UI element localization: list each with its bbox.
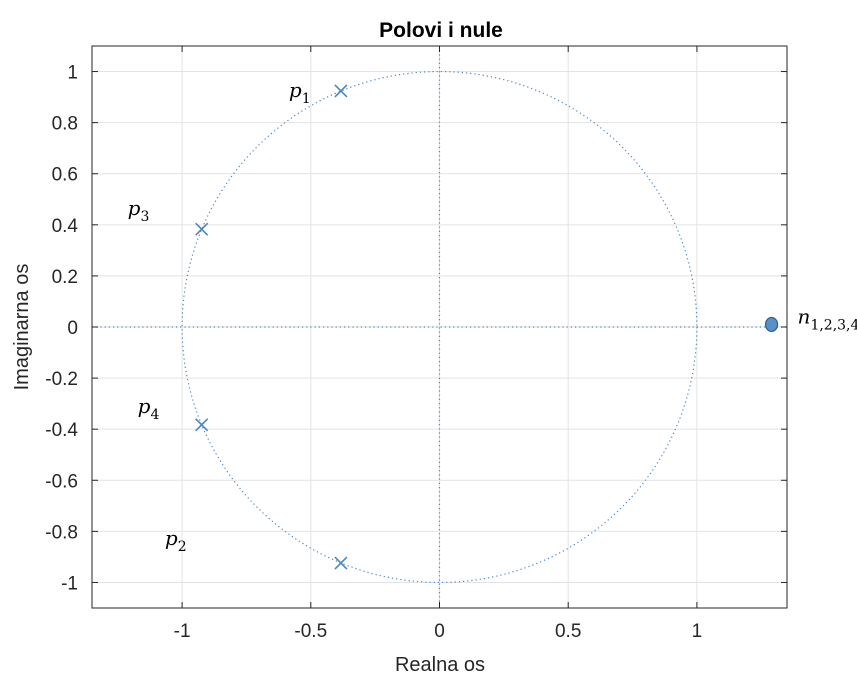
- guides: [92, 46, 787, 608]
- zero-label: n1,2,3,4: [798, 304, 857, 333]
- ticks: -1 -0.5 0 0.5 1 1 0.8 0.6 0.4 0.2 0 -0.2 -0.4 -0.6 -0.…: [45, 46, 787, 642]
- x-tick-label: -1: [174, 621, 191, 642]
- y-tick-label: 0: [67, 318, 78, 339]
- y-axis-label: Imaginarna os: [11, 264, 33, 391]
- y-tick-label: -0.8: [45, 522, 78, 543]
- pole-stroke: [334, 84, 348, 98]
- pole-marker-p1: [334, 84, 348, 98]
- chart-title: Polovi i nule: [379, 19, 503, 42]
- pole-stroke: [195, 418, 209, 432]
- y-tick-label: 0.6: [52, 165, 78, 186]
- pole-stroke: [195, 222, 209, 236]
- pole-marker-p3: [195, 222, 209, 236]
- y-tick-label: -0.2: [45, 369, 78, 390]
- x-tick-label: -0.5: [294, 621, 327, 642]
- y-tick-label: -0.6: [45, 471, 78, 492]
- x-tick-label: 0.5: [555, 621, 581, 642]
- y-tick-label: -0.4: [45, 420, 78, 441]
- y-tick-label: 1: [67, 63, 78, 84]
- pole-marker-p2: [334, 556, 348, 570]
- grid: [92, 46, 787, 608]
- zero-marker: [764, 316, 779, 333]
- y-tick-label: -1: [61, 573, 78, 594]
- x-tick-label: 1: [692, 621, 703, 642]
- pole-marker-p4: [195, 418, 209, 432]
- marks: [195, 84, 779, 570]
- y-tick-label: 0.2: [52, 267, 78, 288]
- x-axis-label: Realna os: [395, 654, 485, 675]
- y-tick-label: 0.4: [52, 216, 79, 237]
- x-tick-label: 0: [434, 621, 445, 642]
- pole-stroke: [334, 556, 348, 570]
- y-tick-label: 0.8: [52, 114, 78, 135]
